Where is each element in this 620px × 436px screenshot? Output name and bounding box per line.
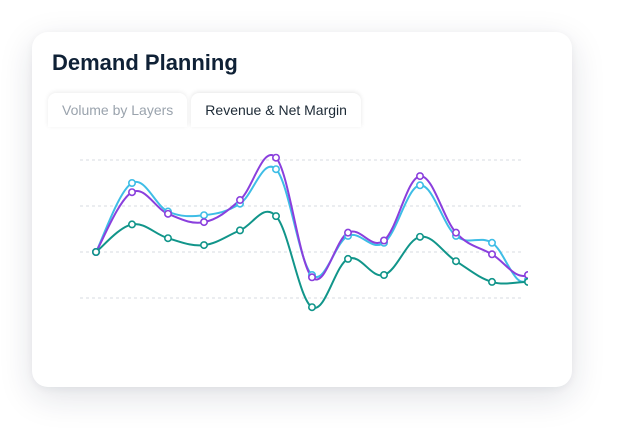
demand-planning-card [32, 32, 572, 387]
series-1-point-12[interactable] [524, 271, 528, 279]
series-1-point-6[interactable] [307, 273, 316, 282]
line-chart [80, 153, 528, 312]
series-2-point-3[interactable] [200, 241, 209, 250]
series-1-point-4[interactable] [236, 196, 245, 205]
series-1-point-9[interactable] [415, 172, 424, 181]
series-2-point-9[interactable] [415, 232, 424, 241]
series-line-0 [95, 165, 528, 283]
tab-revenue-net-margin[interactable]: Revenue & Net Margin [191, 93, 361, 127]
series-line-1 [95, 154, 528, 281]
series-1-point-3[interactable] [200, 218, 209, 227]
series-line-2 [95, 210, 528, 309]
tab-volume-by-layers[interactable]: Volume by Layers [48, 93, 188, 127]
series-2-point-11[interactable] [487, 277, 496, 286]
series-2-point-2[interactable] [164, 234, 173, 243]
series-2-point-7[interactable] [343, 254, 352, 263]
series-1-point-2[interactable] [164, 209, 173, 218]
series-0-point-9[interactable] [415, 181, 424, 190]
series-1-point-7[interactable] [343, 228, 352, 237]
tab-bar: Volume by Layers Revenue & Net Margin [48, 93, 361, 127]
series-0-point-1[interactable] [128, 178, 137, 187]
card-title: Demand Planning [52, 50, 238, 75]
series-1-point-10[interactable] [451, 228, 460, 237]
series-1-point-11[interactable] [487, 250, 496, 259]
series-0-point-11[interactable] [487, 238, 496, 247]
series-2-point-5[interactable] [272, 212, 281, 221]
series-2-point-8[interactable] [379, 271, 388, 280]
series-2-point-0[interactable] [91, 248, 100, 257]
series-2-point-1[interactable] [128, 220, 137, 229]
series-1-point-8[interactable] [379, 236, 388, 245]
series-0-point-5[interactable] [272, 165, 281, 174]
series-0-point-3[interactable] [200, 211, 209, 220]
series-1-point-1[interactable] [128, 188, 137, 197]
series-2-point-4[interactable] [236, 226, 245, 235]
series-2-point-12[interactable] [524, 277, 528, 286]
series-1-point-5[interactable] [272, 153, 281, 162]
series-2-point-6[interactable] [307, 303, 316, 312]
series-2-point-10[interactable] [451, 257, 460, 266]
